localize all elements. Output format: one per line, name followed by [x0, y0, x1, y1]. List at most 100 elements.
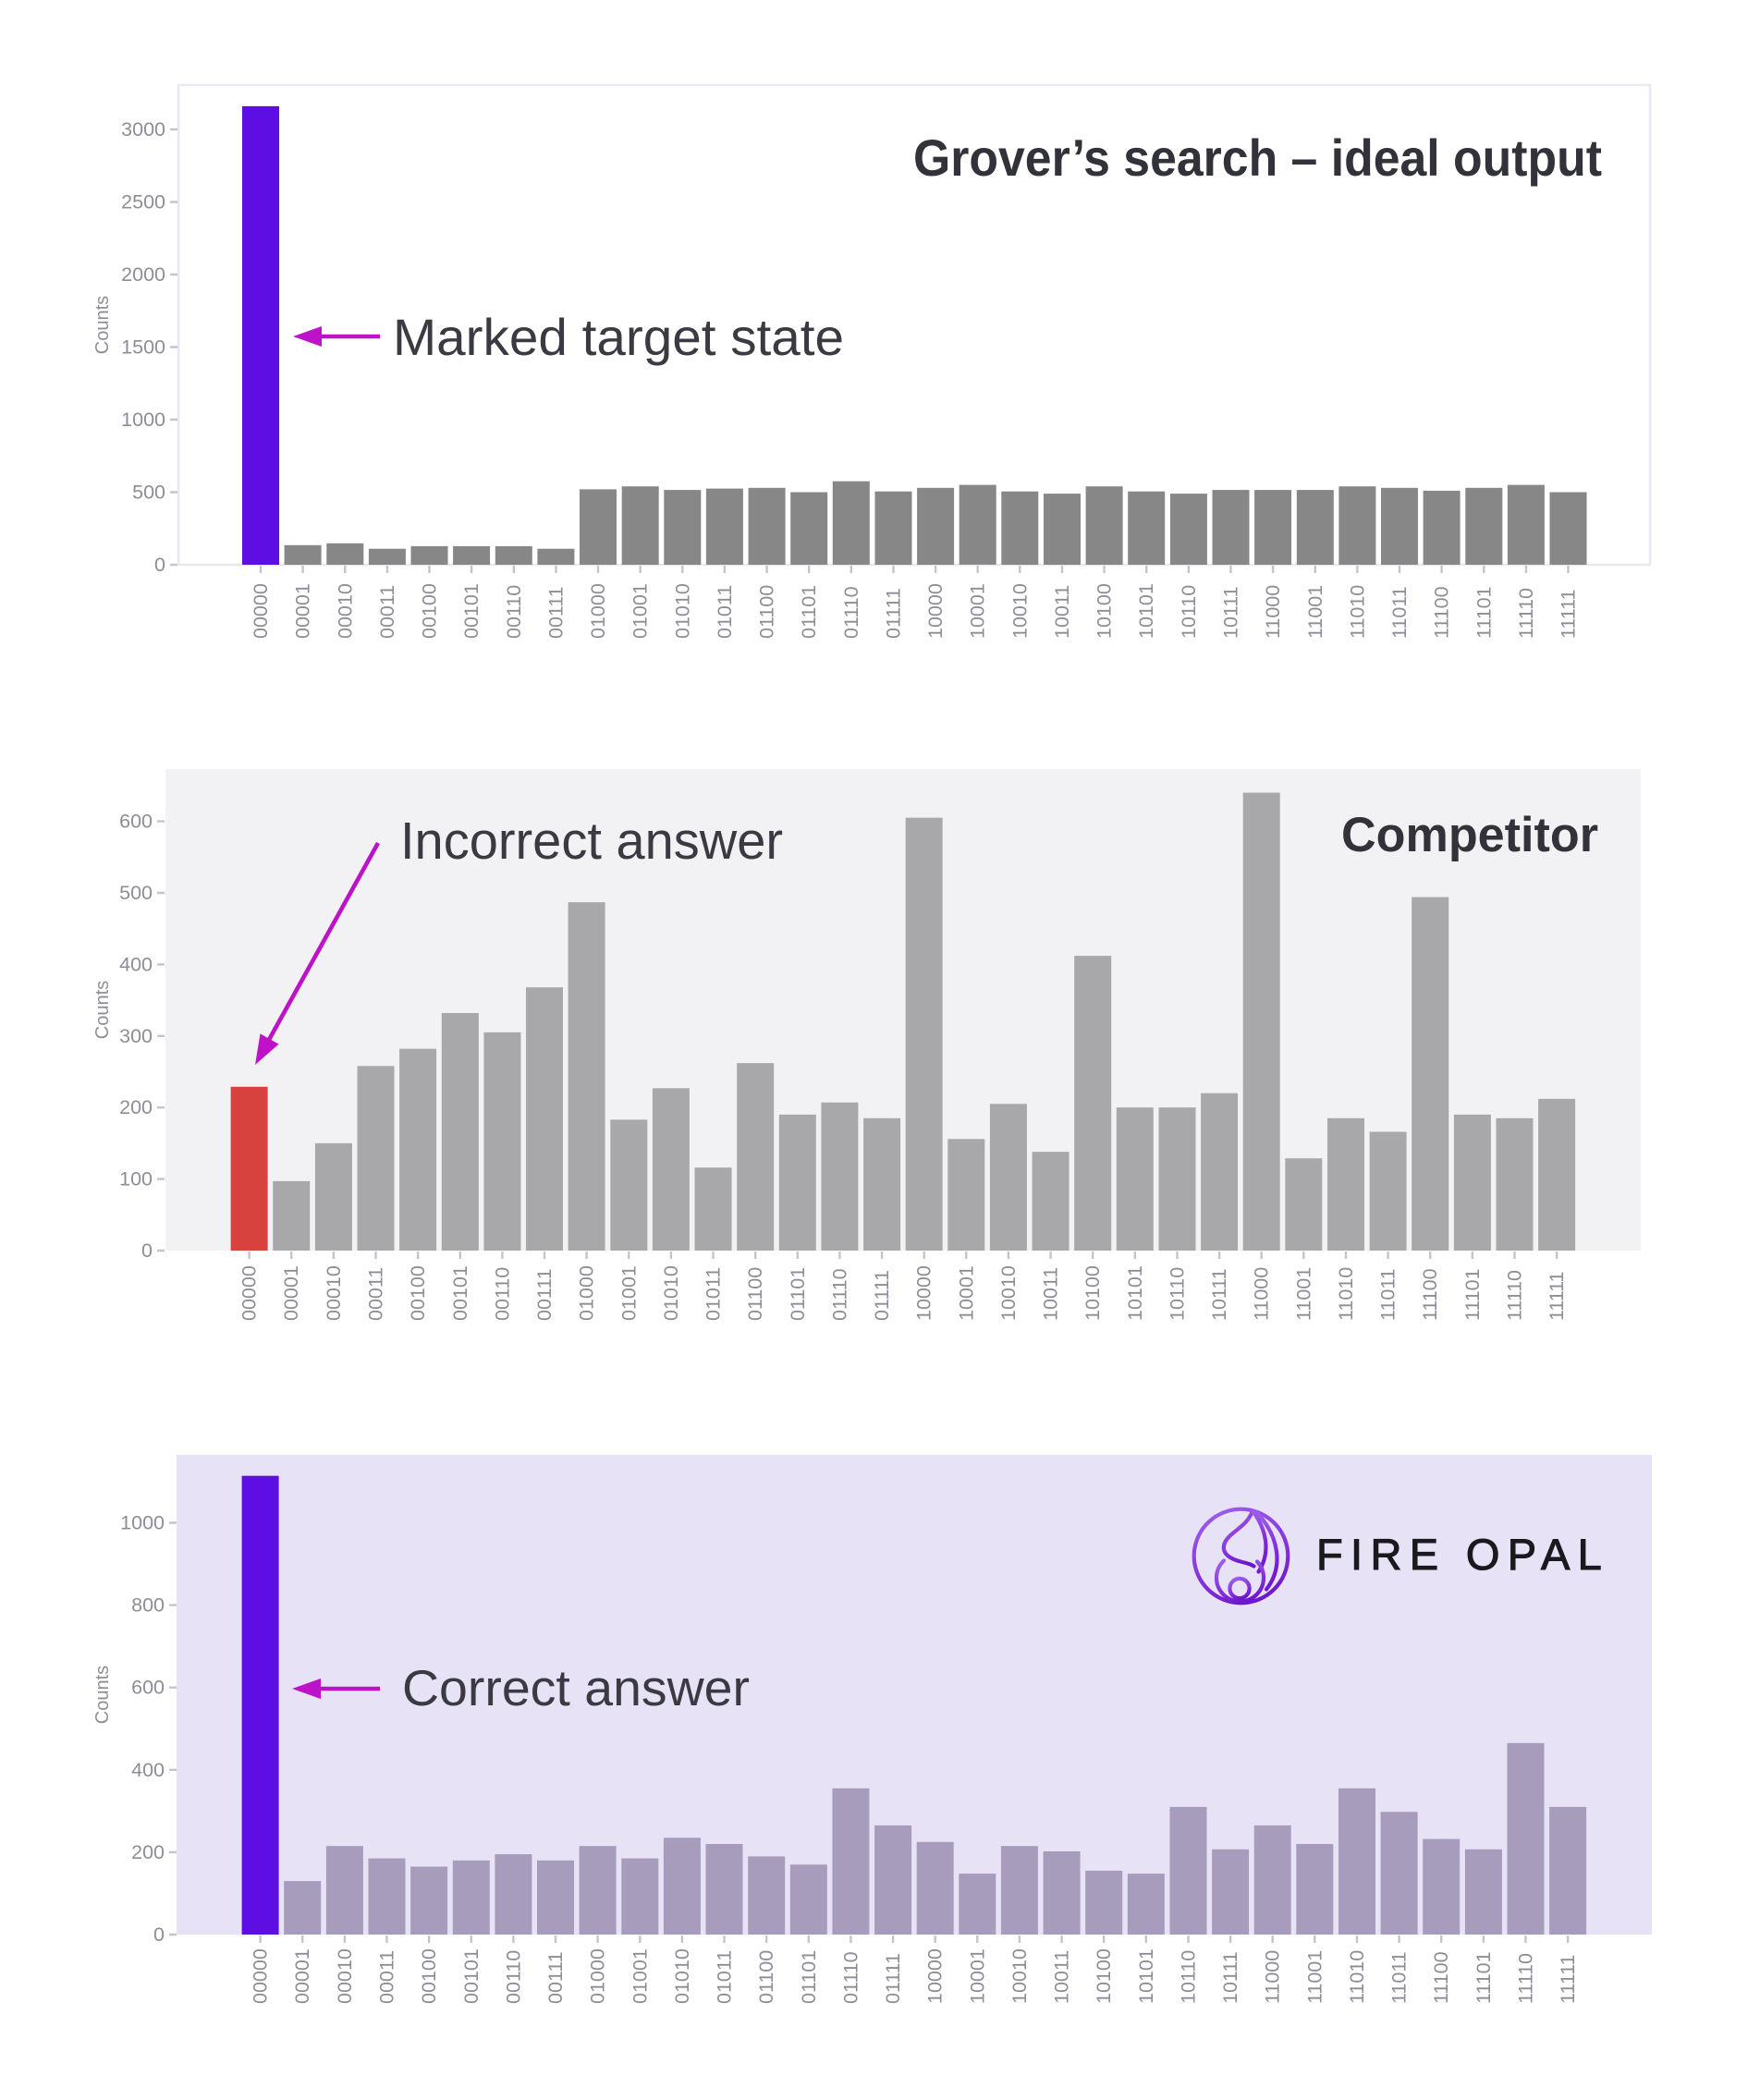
svg-text:00010: 00010: [323, 1265, 345, 1321]
svg-text:01010: 01010: [671, 583, 693, 639]
svg-text:11010: 11010: [1346, 585, 1368, 639]
svg-text:400: 400: [131, 1759, 165, 1781]
svg-text:10001: 10001: [955, 1265, 977, 1321]
svg-text:500: 500: [132, 482, 165, 504]
svg-text:11101: 11101: [1461, 1268, 1484, 1321]
svg-text:600: 600: [119, 811, 153, 833]
svg-text:01111: 01111: [882, 1953, 904, 2004]
svg-text:00111: 00111: [533, 1268, 556, 1321]
svg-text:00010: 00010: [334, 583, 356, 639]
svg-text:11000: 11000: [1251, 1267, 1273, 1321]
svg-text:200: 200: [119, 1096, 153, 1118]
svg-text:01011: 01011: [703, 1267, 725, 1321]
svg-text:11001: 11001: [1292, 1267, 1314, 1321]
svg-text:10010: 10010: [1008, 1948, 1031, 2004]
svg-text:00000: 00000: [250, 583, 272, 639]
svg-text:11110: 11110: [1515, 588, 1537, 639]
svg-text:11011: 11011: [1377, 1268, 1399, 1321]
svg-text:01100: 01100: [755, 1950, 777, 2004]
svg-text:00111: 00111: [544, 1951, 567, 2004]
svg-text:01101: 01101: [787, 1267, 809, 1321]
svg-text:Correct answer: Correct answer: [402, 1659, 750, 1716]
svg-text:00111: 00111: [544, 586, 567, 639]
svg-text:11000: 11000: [1262, 585, 1284, 639]
svg-text:1000: 1000: [120, 1512, 165, 1534]
svg-text:0: 0: [141, 1239, 153, 1262]
svg-text:01010: 01010: [671, 1948, 693, 2004]
svg-text:11110: 11110: [1515, 1953, 1537, 2004]
svg-text:200: 200: [131, 1841, 165, 1863]
svg-text:1500: 1500: [121, 336, 165, 359]
svg-text:10000: 10000: [924, 1948, 947, 2004]
svg-text:00011: 00011: [376, 1950, 398, 2004]
svg-text:11111: 11111: [1557, 1955, 1579, 2004]
svg-text:00010: 00010: [334, 1948, 356, 2004]
svg-text:10011: 10011: [1040, 1267, 1062, 1321]
svg-text:2500: 2500: [121, 191, 165, 214]
svg-text:10101: 10101: [1124, 1265, 1146, 1321]
svg-text:400: 400: [119, 953, 153, 975]
svg-text:11111: 11111: [1546, 1272, 1568, 1321]
svg-text:01110: 01110: [840, 586, 862, 639]
svg-text:00011: 00011: [376, 585, 398, 639]
svg-text:00001: 00001: [291, 1948, 313, 2004]
svg-text:01001: 01001: [617, 1265, 640, 1321]
svg-text:10000: 10000: [924, 583, 947, 639]
svg-text:11100: 11100: [1430, 1951, 1452, 2004]
svg-text:10000: 10000: [913, 1265, 935, 1321]
svg-text:00100: 00100: [407, 1265, 429, 1321]
svg-text:Counts: Counts: [92, 296, 113, 354]
svg-text:11111: 11111: [1558, 590, 1580, 639]
svg-text:10100: 10100: [1082, 1265, 1104, 1321]
svg-text:01101: 01101: [798, 585, 820, 639]
svg-text:00110: 00110: [491, 1267, 513, 1321]
svg-text:01111: 01111: [883, 588, 905, 639]
svg-text:00110: 00110: [502, 1950, 524, 2004]
svg-text:01001: 01001: [629, 1948, 651, 2004]
svg-text:Grover’s search – ideal output: Grover’s search – ideal output: [913, 128, 1602, 187]
svg-text:10111: 10111: [1208, 1268, 1230, 1321]
svg-text:2000: 2000: [121, 263, 165, 286]
svg-text:0: 0: [153, 1923, 165, 1946]
svg-text:01110: 01110: [828, 1268, 850, 1321]
svg-text:Counts: Counts: [92, 1666, 113, 1724]
svg-text:01011: 01011: [714, 585, 736, 639]
svg-text:Competitor: Competitor: [1341, 808, 1598, 862]
svg-text:11001: 11001: [1304, 585, 1326, 639]
svg-text:10001: 10001: [966, 1948, 988, 2004]
svg-text:01000: 01000: [576, 1265, 598, 1321]
svg-text:11101: 11101: [1473, 586, 1495, 639]
svg-text:00000: 00000: [238, 1265, 261, 1321]
svg-text:10111: 10111: [1219, 1951, 1241, 2004]
svg-text:11001: 11001: [1303, 1950, 1326, 2004]
svg-text:300: 300: [119, 1025, 153, 1047]
svg-text:10001: 10001: [967, 583, 989, 639]
svg-text:500: 500: [119, 882, 153, 904]
svg-text:00001: 00001: [280, 1265, 302, 1321]
svg-text:00001: 00001: [292, 583, 314, 639]
svg-text:01011: 01011: [714, 1950, 736, 2004]
svg-text:Incorrect answer: Incorrect answer: [400, 812, 783, 871]
svg-text:Counts: Counts: [92, 981, 113, 1039]
svg-text:11010: 11010: [1335, 1267, 1357, 1321]
svg-text:10110: 10110: [1178, 1950, 1200, 2004]
svg-text:01100: 01100: [744, 1267, 766, 1321]
svg-text:01010: 01010: [660, 1265, 682, 1321]
svg-text:10110: 10110: [1167, 1267, 1189, 1321]
svg-text:01100: 01100: [756, 585, 778, 639]
svg-text:11100: 11100: [1419, 1268, 1441, 1321]
svg-text:00100: 00100: [418, 1948, 440, 2004]
svg-text:01000: 01000: [587, 1948, 609, 2004]
svg-text:11010: 11010: [1346, 1950, 1368, 2004]
svg-text:01110: 01110: [839, 1951, 862, 2004]
svg-text:1000: 1000: [121, 409, 165, 431]
svg-text:00011: 00011: [365, 1267, 387, 1321]
svg-text:10100: 10100: [1093, 1948, 1115, 2004]
svg-text:01111: 01111: [871, 1270, 893, 1321]
svg-text:00000: 00000: [250, 1948, 272, 2004]
svg-text:Marked target state: Marked target state: [393, 308, 844, 366]
svg-text:10010: 10010: [1008, 583, 1031, 639]
svg-text:100: 100: [119, 1168, 153, 1190]
svg-text:11101: 11101: [1473, 1951, 1495, 2004]
svg-text:00101: 00101: [460, 1948, 483, 2004]
